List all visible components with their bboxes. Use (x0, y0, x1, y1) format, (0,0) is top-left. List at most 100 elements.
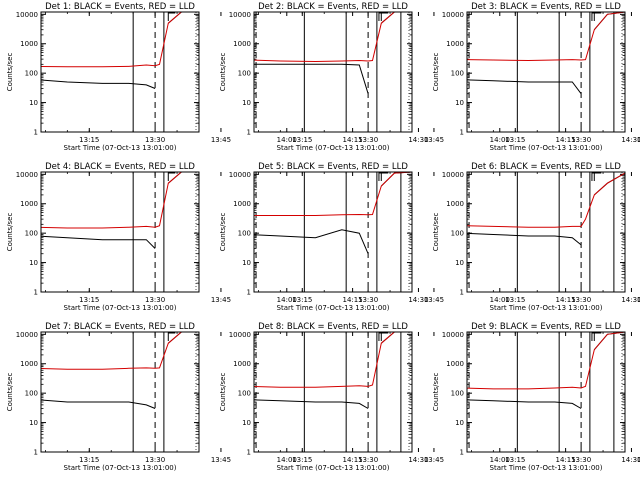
x-tick-label: 13:15 (79, 456, 99, 464)
x-tick-label: 13:30 (358, 456, 378, 464)
panel-8: Det 8: BLACK = Events, RED = LLD Counts/s… (219, 322, 640, 472)
series-line-black (41, 332, 199, 409)
x-tick-label: 13:30 (358, 136, 378, 144)
y-tick-label: 10000 (16, 171, 38, 179)
panel-2: Det 2: BLACK = Events, RED = LLD Counts/s… (219, 2, 640, 152)
y-tick-label: 100 (25, 230, 38, 238)
y-tick-label: 10 (242, 259, 251, 267)
panel-title: Det 8: BLACK = Events, RED = LLD (258, 322, 408, 332)
y-tick-label: 1 (34, 449, 38, 457)
x-tick-label: 14:00 (277, 136, 297, 144)
plot-frame (253, 11, 413, 133)
y-tick-label: 1 (460, 129, 464, 137)
series-line-black (467, 12, 625, 95)
x-tick-label: 13:45 (637, 456, 640, 464)
plot-frame (253, 171, 413, 293)
x-tick-label: 13:45 (211, 456, 231, 464)
y-tick-label: 10000 (442, 11, 464, 19)
y-tick-label: 10 (29, 99, 38, 107)
series-line-black (254, 172, 412, 254)
panel-6: Det 6: BLACK = Events, RED = LLD Counts/s… (432, 162, 640, 312)
y-tick-label: 10 (242, 99, 251, 107)
x-tick-label: 14:15 (556, 456, 576, 464)
y-tick-label: 1000 (20, 40, 38, 48)
plot-frame (40, 11, 200, 133)
y-axis-label: Counts/sec (432, 53, 440, 92)
y-tick-label: 1 (247, 129, 251, 137)
y-tick-label: 10 (29, 419, 38, 427)
y-tick-label: 100 (25, 390, 38, 398)
y-tick-label: 10000 (16, 11, 38, 19)
x-tick-label: 13:45 (424, 136, 444, 144)
y-tick-label: 10000 (229, 171, 251, 179)
y-tick-label: 1000 (446, 200, 464, 208)
x-tick-label: 13:30 (145, 296, 165, 304)
x-tick-label: 13:45 (637, 296, 640, 304)
series-line-black (467, 172, 625, 246)
series-line-black (41, 12, 199, 89)
x-tick-label: 13:45 (211, 136, 231, 144)
bracket-marker (593, 172, 602, 181)
bracket-marker (167, 172, 176, 181)
y-tick-label: 10 (29, 259, 38, 267)
y-tick-label: 1000 (233, 40, 251, 48)
y-tick-label: 10 (455, 419, 464, 427)
bracket-marker (167, 332, 176, 341)
x-tick-label: 13:30 (571, 296, 591, 304)
panel-title: Det 7: BLACK = Events, RED = LLD (45, 322, 195, 332)
x-axis-label: Start Time (07-Oct-13 13:01:00) (64, 464, 177, 472)
x-tick-label: 13:30 (145, 136, 165, 144)
y-tick-label: 1 (247, 449, 251, 457)
x-tick-label: 13:30 (571, 456, 591, 464)
plot-frame (466, 11, 626, 133)
y-tick-label: 1 (247, 289, 251, 297)
x-tick-label: 14:00 (277, 296, 297, 304)
bracket-marker (593, 12, 602, 21)
panel-5: Det 5: BLACK = Events, RED = LLD Counts/s… (219, 162, 640, 312)
y-tick-label: 100 (238, 390, 251, 398)
series-line-red (254, 12, 412, 63)
y-tick-label: 10000 (16, 331, 38, 339)
y-tick-label: 100 (238, 70, 251, 78)
series-line-red (41, 332, 199, 370)
x-axis-label: Start Time (07-Oct-13 13:01:00) (490, 464, 603, 472)
series-line-black (467, 332, 625, 409)
x-tick-label: 14:30 (621, 296, 640, 304)
bracket-marker (380, 172, 389, 181)
x-axis-label: Start Time (07-Oct-13 13:01:00) (277, 304, 390, 312)
x-tick-label: 13:15 (292, 136, 312, 144)
x-tick-label: 14:30 (408, 456, 428, 464)
x-tick-label: 14:15 (556, 296, 576, 304)
y-axis-label: Counts/sec (432, 213, 440, 252)
x-tick-label: 13:45 (637, 136, 640, 144)
y-axis-label: Counts/sec (219, 213, 227, 252)
series-line-red (467, 12, 625, 62)
y-axis-label: Counts/sec (6, 373, 14, 412)
y-tick-label: 100 (451, 230, 464, 238)
x-tick-label: 13:15 (292, 296, 312, 304)
y-tick-label: 10000 (442, 171, 464, 179)
bracket-marker (591, 12, 599, 21)
x-tick-label: 13:15 (505, 456, 525, 464)
series-line-red (41, 12, 199, 68)
plot-frame (40, 331, 200, 453)
series-line-red (254, 172, 412, 216)
panel-title: Det 6: BLACK = Events, RED = LLD (471, 162, 621, 172)
y-axis-label: Counts/sec (219, 53, 227, 92)
y-tick-label: 1 (34, 289, 38, 297)
x-tick-label: 14:30 (408, 136, 428, 144)
x-axis-label: Start Time (07-Oct-13 13:01:00) (490, 144, 603, 152)
panel-title: Det 1: BLACK = Events, RED = LLD (45, 2, 195, 12)
series-line-red (41, 172, 199, 229)
plot-frame (253, 331, 413, 453)
bracket-marker (378, 172, 386, 181)
bracket-marker (591, 332, 599, 341)
y-tick-label: 1 (34, 129, 38, 137)
y-tick-label: 1 (460, 289, 464, 297)
y-axis-label: Counts/sec (219, 373, 227, 412)
y-tick-label: 10 (455, 99, 464, 107)
plot-frame (40, 171, 200, 293)
y-axis-label: Counts/sec (432, 373, 440, 412)
series-line-red (254, 332, 412, 388)
panel-4: Det 4: BLACK = Events, RED = LLD Counts/s… (6, 162, 429, 312)
